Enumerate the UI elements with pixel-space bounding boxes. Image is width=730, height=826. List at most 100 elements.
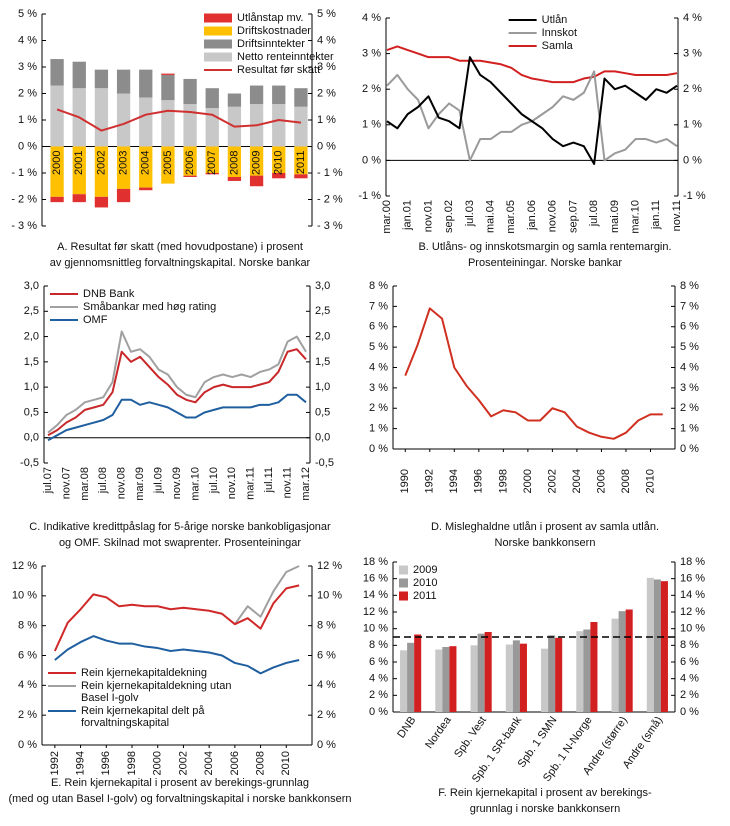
bar-segment: [72, 194, 86, 203]
y-tick-label: 6 %: [680, 656, 699, 668]
x-tick-label: jan.01: [402, 200, 414, 231]
bar-segment: [294, 146, 308, 175]
bar-segment: [50, 146, 64, 197]
y-tick-label: - 2 %: [317, 193, 343, 205]
x-tick-label: nov.08: [116, 467, 128, 499]
line: [386, 56, 678, 165]
x-tick-label: 2003: [117, 151, 129, 175]
bar-segment: [116, 69, 131, 94]
legend-label: Netto renteinntekter: [237, 51, 334, 63]
line: [47, 348, 307, 437]
x-tick-label: nov.07: [60, 467, 72, 499]
y-tick-label: 8 %: [369, 280, 388, 292]
y-tick-label: 4 %: [362, 12, 381, 24]
x-tick-label: nov.11: [281, 467, 293, 498]
bar: [590, 622, 598, 712]
y-tick-label: 6 %: [369, 656, 388, 668]
legend-label: Samla: [542, 40, 574, 52]
y-tick-label: 10 %: [363, 623, 388, 635]
y-tick-label: 3 %: [18, 61, 37, 73]
caption: grunnlag i norske bankkonsern: [470, 803, 620, 815]
x-tick-label: mar.09: [134, 467, 146, 501]
x-tick-label: 2000: [51, 151, 63, 175]
y-tick-label: - 1 %: [11, 167, 37, 179]
caption: Prosenteiningar. Norske bankar: [468, 257, 622, 269]
legend-label: Innskot: [542, 27, 577, 39]
legend-label: Rein kjernekapitaldekning: [81, 667, 207, 679]
bar-segment: [294, 88, 308, 107]
y-tick-label: 1 %: [18, 114, 37, 126]
x-tick-label: 2006: [229, 751, 241, 775]
y-tick-label: 7 %: [369, 300, 388, 312]
y-tick-label: 8 %: [680, 639, 699, 651]
y-tick-label: 3,0: [315, 280, 330, 292]
bar: [400, 650, 408, 712]
legend-label: DNB Bank: [83, 288, 135, 300]
y-tick-label: 6 %: [317, 649, 336, 661]
legend-swatch: [204, 13, 232, 23]
bar-segment: [183, 78, 197, 105]
x-tick-label: 2001: [73, 151, 85, 175]
bar: [484, 632, 492, 712]
y-tick-label: 4 %: [369, 361, 388, 373]
y-tick-label: 2 %: [317, 87, 336, 99]
y-tick-label: 8 %: [369, 639, 388, 651]
y-tick-label: 0 %: [680, 443, 699, 455]
y-tick-label: 3 %: [369, 382, 388, 394]
y-tick-label: 16 %: [680, 573, 705, 585]
x-tick-label: 2004: [140, 151, 152, 175]
y-tick-label: 4 %: [680, 361, 699, 373]
x-tick-label: mar.12: [300, 467, 312, 501]
x-tick-label: 2002: [177, 751, 189, 775]
y-tick-label: 0 %: [683, 154, 702, 166]
x-tick-label: 1994: [74, 751, 86, 775]
x-tick-label: nov.10: [226, 467, 238, 499]
bar-segment: [139, 69, 153, 98]
y-tick-label: 5 %: [18, 8, 37, 20]
x-tick-label: 2002: [546, 469, 558, 493]
bar-segment: [139, 97, 153, 147]
y-tick-label: 16 %: [363, 573, 388, 585]
bar: [407, 642, 415, 712]
y-tick-label: 6 %: [680, 321, 699, 333]
y-tick-label: 1 %: [680, 423, 699, 435]
y-tick-label: 14 %: [680, 589, 705, 601]
bar-segment: [272, 173, 286, 179]
bar-segment: [161, 146, 175, 184]
bar-segment: [205, 146, 219, 173]
y-tick-label: 3 %: [680, 382, 699, 394]
y-tick-label: 2 %: [683, 83, 702, 95]
x-tick-label: mar.11: [245, 467, 257, 500]
legend-label: 2009: [413, 564, 437, 576]
y-tick-label: 1,0: [315, 381, 330, 393]
y-tick-label: -0,5: [20, 457, 39, 469]
y-tick-label: 0 %: [369, 443, 388, 455]
x-tick-label: mar.00: [381, 200, 393, 234]
y-tick-label: 3 %: [317, 61, 336, 73]
x-tick-label: 2002: [95, 151, 107, 175]
y-tick-label: 3 %: [683, 48, 702, 60]
bar: [625, 609, 633, 712]
bar-segment: [161, 73, 175, 75]
bar: [611, 618, 619, 712]
x-tick-label: 2006: [595, 469, 607, 493]
bar-segment: [272, 146, 286, 173]
y-tick-label: 2,0: [315, 330, 330, 342]
legend-swatch: [399, 565, 408, 575]
x-tick-label: 1994: [448, 469, 460, 493]
bar-segment: [94, 69, 109, 89]
bar-segment: [94, 88, 109, 147]
y-tick-label: 18 %: [363, 556, 388, 568]
y-tick-label: 0 %: [18, 140, 37, 152]
bar: [477, 633, 485, 712]
y-tick-label: 2 %: [369, 689, 388, 701]
bar-segment: [227, 93, 242, 107]
y-tick-label: 1,0: [24, 381, 39, 393]
y-tick-label: 1,5: [24, 356, 39, 368]
bar-segment: [50, 59, 64, 86]
caption: C. Indikative kredittpåslag for 5-årige …: [29, 521, 331, 533]
legend-label: Resultat før skatt: [237, 64, 320, 76]
legend-label: Driftsinntekter: [237, 38, 305, 50]
x-tick-label: 2006: [184, 151, 196, 175]
y-tick-label: 10 %: [680, 623, 705, 635]
